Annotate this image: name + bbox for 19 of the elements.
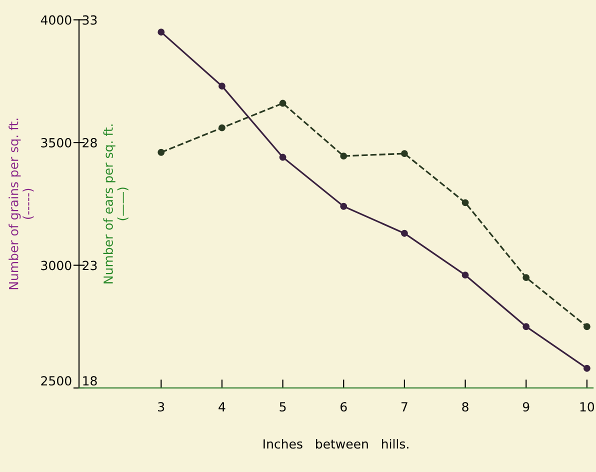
y2-axis-title: Number of ears per sq. ft. (——) xyxy=(103,124,128,284)
y2-tick-label: 28 xyxy=(82,138,97,148)
y-tick-label: 3500 xyxy=(41,138,72,148)
x-tick-label: 5 xyxy=(280,402,286,412)
x-tick-label: 6 xyxy=(340,402,347,412)
y-axis-title: Number of grains per sq. ft. (-----) xyxy=(8,118,34,290)
x-tick-label: 10 xyxy=(580,402,594,412)
y2-tick-label: 23 xyxy=(82,260,97,270)
y2-tick-label: 18 xyxy=(83,376,97,386)
x-tick-label: 9 xyxy=(522,402,530,412)
x-tick-label: 3 xyxy=(158,402,164,412)
x-tick-label: 7 xyxy=(402,402,408,412)
y2-tick-label: 33 xyxy=(82,15,97,25)
x-tick-label: 4 xyxy=(218,402,226,412)
x-tick-label: 8 xyxy=(462,402,468,412)
y-tick-label: 2500 xyxy=(41,376,72,386)
y-tick-label: 3000 xyxy=(41,260,72,270)
y-tick-label: 4000 xyxy=(40,15,72,25)
x-axis-title: Inches between hills. xyxy=(264,438,408,449)
